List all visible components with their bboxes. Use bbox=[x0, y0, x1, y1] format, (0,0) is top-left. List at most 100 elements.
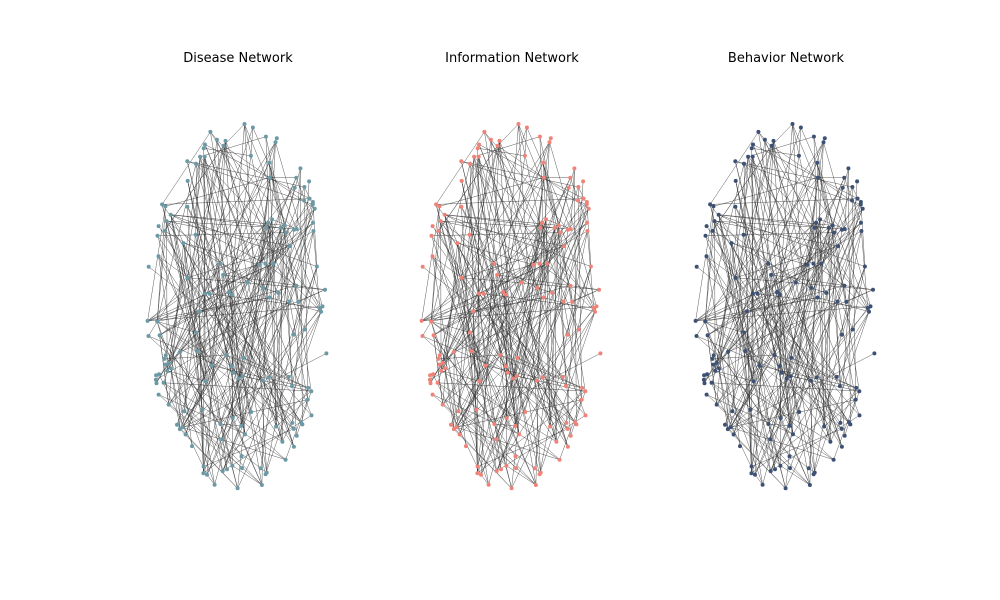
network-edge bbox=[705, 232, 835, 237]
network-node bbox=[302, 198, 306, 203]
network-node bbox=[241, 355, 246, 360]
network-node bbox=[482, 129, 487, 134]
network-node bbox=[711, 204, 716, 209]
network-edge bbox=[837, 301, 856, 400]
network-edge bbox=[438, 145, 498, 359]
network-edge bbox=[484, 131, 541, 473]
network-edge bbox=[182, 198, 310, 428]
network-edge bbox=[542, 162, 555, 228]
network-node bbox=[259, 483, 264, 487]
network-edge bbox=[540, 227, 571, 286]
network-edge bbox=[539, 136, 551, 427]
network-node bbox=[566, 227, 570, 232]
network-edge bbox=[461, 177, 545, 278]
network-edge bbox=[157, 230, 314, 322]
network-edge bbox=[731, 242, 791, 377]
network-edge bbox=[461, 206, 567, 387]
network-node bbox=[196, 309, 201, 314]
network-node bbox=[319, 309, 323, 314]
network-edge bbox=[444, 368, 455, 430]
network-node bbox=[783, 486, 788, 491]
network-node bbox=[207, 291, 212, 296]
network-edge bbox=[472, 311, 478, 474]
network-node bbox=[166, 402, 171, 407]
network-edge bbox=[440, 222, 543, 371]
network-edge bbox=[265, 230, 314, 475]
network-node bbox=[239, 423, 244, 428]
network-edge bbox=[776, 177, 819, 293]
network-edge bbox=[833, 399, 856, 460]
network-edge bbox=[179, 201, 314, 353]
network-node bbox=[704, 224, 709, 229]
network-edge bbox=[735, 277, 874, 290]
network-edge bbox=[203, 274, 224, 474]
network-edge bbox=[816, 162, 829, 228]
network-node bbox=[208, 129, 213, 134]
network-edge bbox=[442, 156, 475, 363]
network-edge bbox=[706, 256, 831, 442]
network-edge bbox=[262, 380, 283, 442]
network-node bbox=[757, 363, 762, 368]
network-edge bbox=[157, 235, 293, 424]
network-edge bbox=[440, 221, 442, 371]
network-node bbox=[146, 334, 151, 338]
network-node bbox=[200, 407, 205, 412]
network-node bbox=[844, 299, 849, 304]
network-edge bbox=[810, 380, 851, 425]
network-node bbox=[580, 385, 585, 390]
network-node bbox=[190, 444, 194, 449]
network-edge bbox=[819, 219, 825, 427]
network-edge bbox=[810, 219, 821, 288]
network-edge bbox=[751, 391, 860, 474]
network-node bbox=[749, 471, 754, 476]
network-node bbox=[296, 299, 301, 304]
network-edge bbox=[456, 427, 560, 460]
network-node bbox=[503, 292, 508, 297]
network-node bbox=[572, 166, 577, 171]
network-node bbox=[230, 463, 235, 468]
network-node bbox=[292, 185, 297, 190]
network-node bbox=[464, 444, 468, 449]
network-node bbox=[701, 377, 706, 382]
network-edge bbox=[477, 208, 589, 474]
network-node bbox=[771, 138, 776, 143]
network-node bbox=[274, 424, 279, 429]
network-edge bbox=[477, 147, 525, 157]
network-node bbox=[790, 122, 795, 126]
network-edge bbox=[477, 156, 479, 474]
network-node bbox=[168, 212, 173, 217]
network-edge bbox=[500, 354, 583, 389]
network-node bbox=[779, 370, 784, 375]
network-edge bbox=[587, 230, 594, 309]
network-node bbox=[540, 375, 545, 380]
network-node bbox=[576, 198, 580, 203]
network-edge bbox=[712, 145, 772, 232]
network-edge bbox=[210, 131, 267, 473]
network-node bbox=[236, 376, 241, 381]
network-node bbox=[181, 241, 186, 246]
network-edge bbox=[184, 365, 212, 412]
network-edge bbox=[735, 206, 841, 387]
network-node bbox=[469, 349, 474, 354]
network-edge bbox=[442, 208, 589, 405]
network-node bbox=[312, 206, 317, 211]
network-edge bbox=[549, 142, 597, 307]
network-node bbox=[693, 318, 698, 323]
network-node bbox=[581, 179, 586, 184]
network-node bbox=[565, 444, 570, 449]
network-node bbox=[541, 295, 546, 300]
network-edge bbox=[813, 230, 862, 475]
network-node bbox=[840, 185, 845, 190]
network-edge bbox=[166, 220, 291, 247]
network-edge bbox=[223, 145, 264, 288]
network-node bbox=[839, 332, 844, 337]
network-edge bbox=[733, 291, 778, 435]
network-node bbox=[201, 146, 206, 151]
network-edge bbox=[714, 156, 753, 371]
network-node bbox=[768, 437, 773, 442]
network-edge bbox=[500, 123, 519, 356]
network-edge bbox=[266, 227, 297, 286]
network-node bbox=[163, 353, 168, 358]
network-edge bbox=[461, 161, 579, 188]
network-node bbox=[818, 217, 823, 222]
